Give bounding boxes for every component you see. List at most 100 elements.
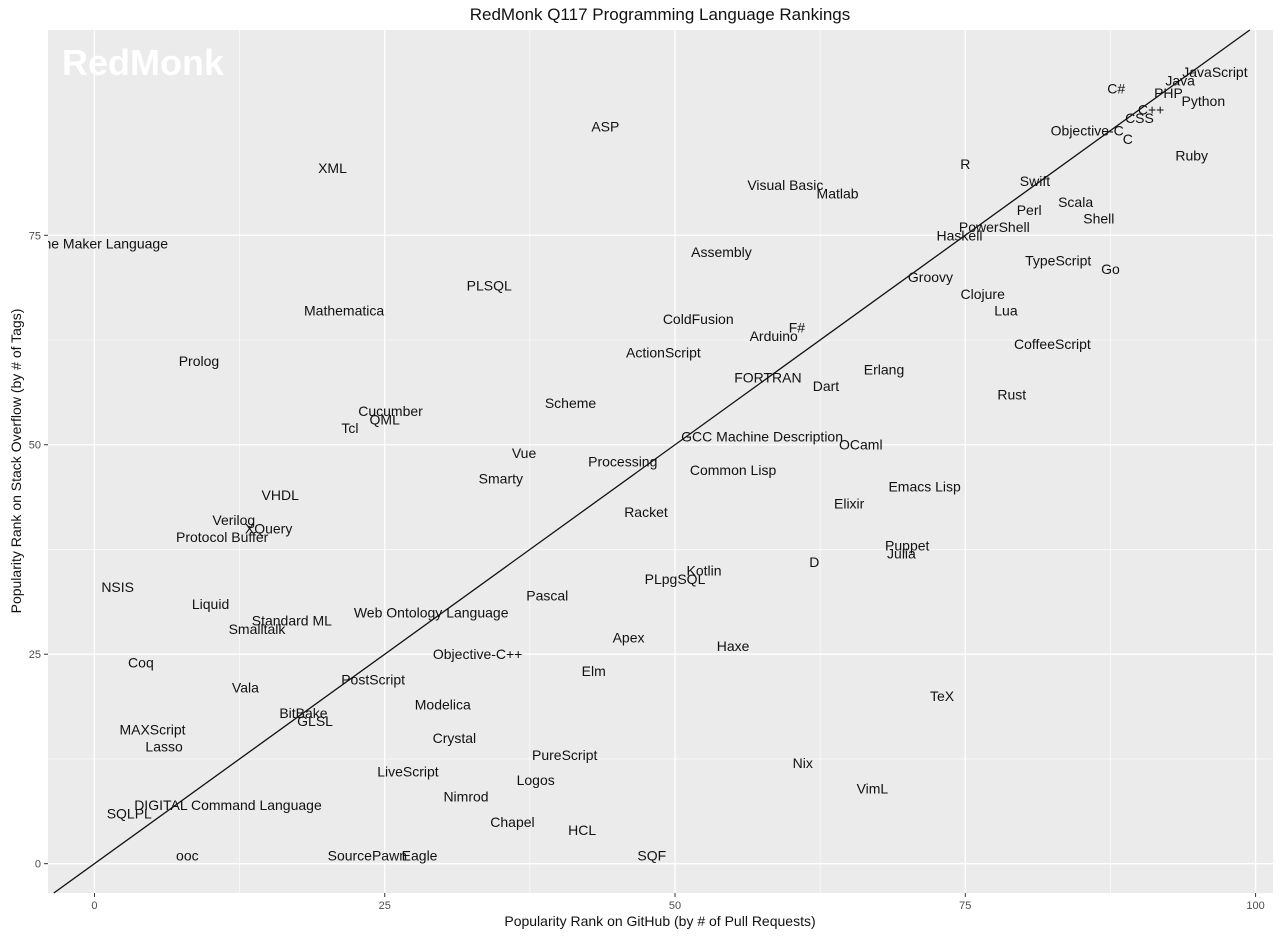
point-label-purescript: PureScript: [532, 747, 597, 763]
y-axis-ticks: 0 25 50 75: [29, 230, 48, 871]
point-label-postscript: PostScript: [341, 671, 405, 687]
point-label-javascript: JavaScript: [1182, 64, 1247, 80]
point-label-plpgsql: PLpgSQL: [645, 571, 706, 587]
point-label-pascal: Pascal: [526, 588, 568, 604]
point-label-elm: Elm: [582, 663, 606, 679]
x-tick-label: 0: [91, 900, 97, 912]
point-label-maxscript: MAXScript: [119, 722, 185, 738]
point-label-objective-c: Objective-C: [1051, 123, 1124, 139]
point-label-sqlpl: SQLPL: [107, 805, 152, 821]
point-label-python: Python: [1182, 93, 1226, 109]
point-label-asp: ASP: [591, 118, 619, 134]
point-label-prolog: Prolog: [179, 353, 219, 369]
point-label-powershell: PowerShell: [959, 219, 1030, 235]
point-label-perl: Perl: [1017, 202, 1042, 218]
point-label-typescript: TypeScript: [1025, 252, 1091, 268]
point-label-logos: Logos: [517, 772, 555, 788]
point-label-c: C: [1123, 131, 1133, 147]
point-label-arduino: Arduino: [750, 328, 798, 344]
point-label-tex: TeX: [930, 688, 955, 704]
point-label-erlang: Erlang: [864, 361, 904, 377]
point-label-groovy: Groovy: [908, 269, 953, 285]
point-label-swift: Swift: [1020, 173, 1050, 189]
plot-panel: [48, 30, 1273, 893]
chart-title: RedMonk Q117 Programming Language Rankin…: [470, 5, 851, 24]
point-label-vala: Vala: [232, 680, 259, 696]
language-labels: JavaScriptJavaC#PHPPythonC++CSSObjective…: [21, 64, 1248, 863]
point-label-eagle: Eagle: [402, 847, 438, 863]
point-label-php: PHP: [1154, 85, 1183, 101]
point-label-hcl: HCL: [568, 822, 596, 838]
point-label-chapel: Chapel: [490, 814, 534, 830]
point-label-objective-c: Objective-C++: [433, 646, 522, 662]
point-label-puppet: Puppet: [885, 537, 929, 553]
point-label-glsl: GLSL: [297, 713, 333, 729]
point-label-ooc: ooc: [176, 847, 199, 863]
point-label-d: D: [809, 554, 819, 570]
point-label-ruby: Ruby: [1175, 148, 1208, 164]
point-label-qml: QML: [370, 412, 401, 428]
point-label-julia: Julia: [887, 546, 916, 562]
point-label-game-maker-language: Game Maker Language: [21, 236, 168, 252]
point-label-nix: Nix: [793, 755, 813, 771]
point-label-emacs-lisp: Emacs Lisp: [888, 479, 961, 495]
x-tick-label: 25: [379, 900, 391, 912]
point-label-assembly: Assembly: [691, 244, 752, 260]
point-label-racket: Racket: [624, 504, 668, 520]
point-label-smalltalk: Smalltalk: [229, 621, 287, 637]
point-label-gcc-machine-description: GCC Machine Description: [681, 428, 843, 444]
point-label-haxe: Haxe: [717, 638, 750, 654]
point-label-vue: Vue: [512, 445, 537, 461]
point-label-smarty: Smarty: [479, 470, 523, 486]
x-tick-label: 50: [669, 900, 681, 912]
point-label-scheme: Scheme: [545, 395, 597, 411]
point-label-sourcepawn: SourcePawn: [328, 847, 407, 863]
point-label-go: Go: [1101, 261, 1120, 277]
point-label-matlab: Matlab: [817, 185, 859, 201]
point-label-sqf: SQF: [637, 847, 666, 863]
point-label-dart: Dart: [813, 378, 840, 394]
point-label-viml: VimL: [857, 780, 889, 796]
point-label-tcl: Tcl: [341, 420, 358, 436]
x-axis-ticks: 0 25 50 75 100: [91, 893, 1265, 912]
point-label-apex: Apex: [613, 629, 645, 645]
point-label-elixir: Elixir: [834, 495, 865, 511]
point-label-clojure: Clojure: [961, 286, 1006, 302]
point-label-common-lisp: Common Lisp: [690, 462, 777, 478]
point-label-css: CSS: [1125, 110, 1154, 126]
x-tick-label: 75: [959, 900, 971, 912]
point-label-coldfusion: ColdFusion: [663, 311, 734, 327]
point-label-lua: Lua: [994, 303, 1018, 319]
point-label-ocaml: OCaml: [839, 437, 883, 453]
point-label-shell: Shell: [1083, 211, 1114, 227]
point-label-scala: Scala: [1058, 194, 1093, 210]
y-tick-label: 0: [35, 859, 41, 871]
x-tick-label: 100: [1246, 900, 1264, 912]
point-label-livescript: LiveScript: [377, 764, 439, 780]
y-tick-label: 50: [29, 440, 41, 452]
point-label-actionscript: ActionScript: [626, 345, 701, 361]
point-label-nsis: NSIS: [101, 579, 134, 595]
point-label-vhdl: VHDL: [262, 487, 300, 503]
point-label-coffeescript: CoffeeScript: [1014, 336, 1091, 352]
point-label-nimrod: Nimrod: [443, 789, 488, 805]
point-label-digital-command-language: DIGITAL Command Language: [134, 797, 322, 813]
point-label-coq: Coq: [128, 655, 154, 671]
diagonal-reference-line: [53, 29, 1251, 894]
point-label-haskell: Haskell: [937, 227, 983, 243]
y-tick-label: 75: [29, 230, 41, 242]
y-axis-label: Popularity Rank on Stack Overflow (by # …: [8, 309, 24, 614]
point-label-r: R: [960, 156, 970, 172]
minor-gridlines: [48, 30, 1273, 893]
point-label-kotlin: Kotlin: [687, 562, 722, 578]
point-label-lasso: Lasso: [145, 738, 183, 754]
point-label-xml: XML: [318, 160, 347, 176]
point-label-f: F#: [789, 319, 806, 335]
point-label-rust: Rust: [997, 386, 1026, 402]
point-label-protocol-buffer: Protocol Buffer: [176, 529, 269, 545]
point-label-c: C#: [1107, 81, 1125, 97]
point-label-processing: Processing: [588, 454, 657, 470]
point-label-xquery: XQuery: [245, 521, 292, 537]
major-gridlines: [48, 30, 1273, 893]
